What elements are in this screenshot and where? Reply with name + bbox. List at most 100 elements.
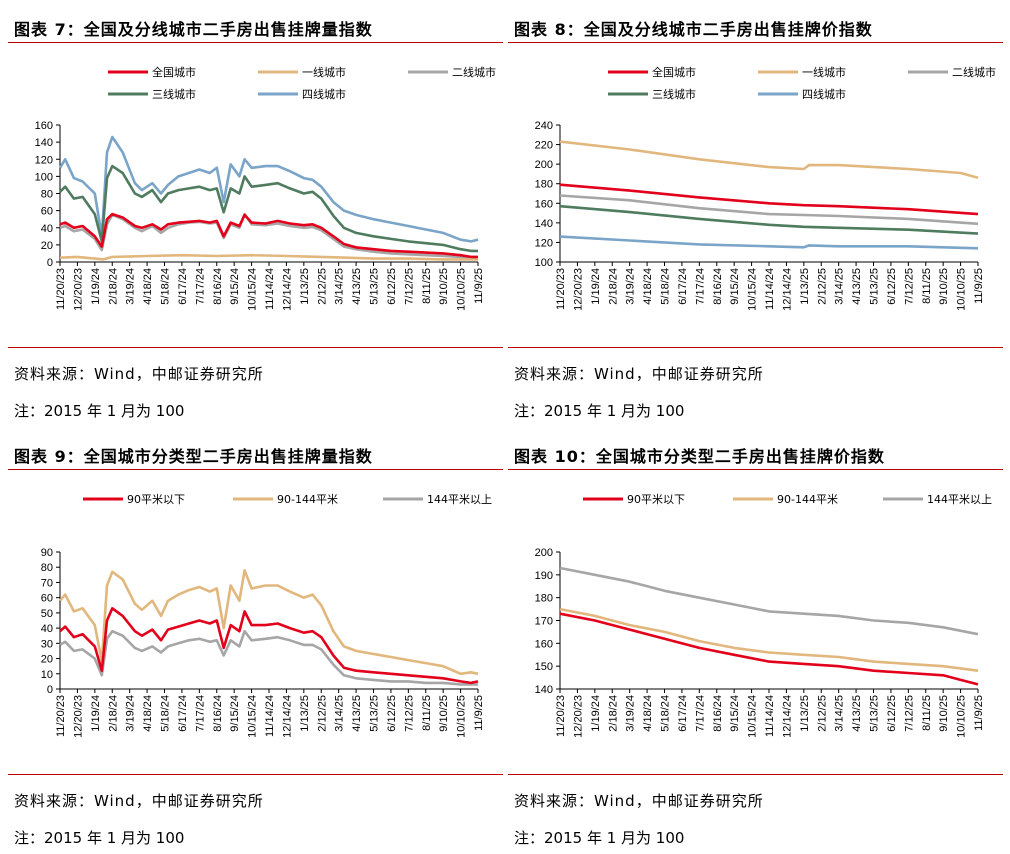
panel-title: 图表 9：全国城市分类型二手房出售挂牌量指数 (14, 447, 373, 466)
x-tick-label: 10/15/24 (247, 695, 259, 738)
source-text: 资料来源：Wind，中邮证券研究所 (514, 365, 764, 383)
y-tick-label: 220 (535, 140, 553, 152)
x-tick-label: 2/18/24 (107, 695, 119, 732)
x-tick-label: 3/14/25 (334, 268, 346, 305)
x-tick-label: 4/18/24 (142, 695, 154, 732)
x-tick-label: 10/15/24 (247, 268, 259, 311)
y-tick-label: 160 (535, 638, 553, 650)
x-tick-label: 11/14/24 (264, 268, 276, 310)
x-tick-label: 10/15/24 (747, 695, 759, 738)
legend-label: 全国城市 (652, 65, 696, 79)
x-tick-label: 8/16/24 (712, 268, 724, 305)
y-tick-label: 100 (535, 257, 553, 269)
x-tick-label: 6/17/24 (177, 268, 189, 305)
x-tick-label: 11/9/25 (973, 695, 985, 731)
y-tick-label: 200 (535, 547, 553, 559)
x-tick-label: 5/18/24 (160, 695, 172, 732)
legend-label: 90-144平米 (777, 493, 838, 506)
y-tick-label: 80 (41, 562, 53, 574)
x-tick-label: 8/11/25 (921, 695, 933, 731)
series-line (559, 183, 979, 216)
series-line (59, 164, 478, 253)
x-tick-label: 6/12/25 (386, 268, 398, 305)
x-tick-label: 4/18/24 (142, 268, 154, 305)
x-tick-label: 8/11/25 (421, 268, 433, 304)
legend-label: 一线城市 (302, 65, 346, 79)
x-tick-label: 9/10/25 (938, 695, 950, 732)
y-tick-label: 50 (41, 608, 53, 620)
x-tick-label: 1/13/25 (799, 268, 811, 305)
series-line (58, 135, 479, 243)
chart-10-svg: 90平米以下 90-144平米 144平米以上 140 150 160 170 180 190 2… (535, 493, 992, 738)
title-rule (508, 469, 1003, 470)
x-tick-label: 1/19/24 (90, 268, 102, 305)
x-tick-label: 5/13/25 (869, 695, 881, 732)
y-tick-label: 150 (535, 661, 553, 673)
x-tick-label: 3/19/24 (125, 695, 137, 732)
source-rule (508, 347, 1003, 348)
series-line (59, 629, 478, 686)
x-tick-label: 4/13/25 (851, 268, 863, 305)
y-tick-label: 20 (41, 654, 53, 666)
x-tick-label: 11/20/23 (55, 695, 67, 737)
panel-chart-7: 图表 7：全国及分线城市二手房出售挂牌量指数 全国城市 一线城市 二线城市 三线城市 四… (8, 0, 503, 427)
x-tick-label: 4/13/25 (351, 695, 363, 732)
note-text: 注：2015 年 1 月为 100 (14, 402, 185, 420)
y-tick-label: 30 (41, 638, 53, 650)
series-line (59, 253, 478, 261)
x-tick-label: 6/17/24 (677, 695, 689, 732)
x-tick-label: 5/13/25 (369, 695, 381, 732)
legend-label: 144平米以上 (927, 493, 992, 506)
x-tick-label: 5/18/24 (160, 268, 172, 305)
x-tick-label: 1/13/25 (299, 695, 311, 732)
title-rule (508, 42, 1003, 43)
y-tick-label: 60 (41, 593, 53, 605)
x-tick-label: 3/19/24 (625, 695, 637, 732)
x-tick-label: 9/10/25 (438, 268, 450, 305)
x-tick-label: 10/10/25 (956, 695, 968, 738)
x-tick-label: 2/12/25 (316, 268, 328, 305)
x-tick-label: 9/15/24 (229, 268, 241, 305)
y-tick-label: 0 (47, 684, 53, 696)
x-tick-label: 7/12/25 (403, 695, 415, 732)
x-tick-label: 11/20/23 (555, 268, 567, 310)
x-tick-label: 3/14/25 (834, 695, 846, 732)
x-tick-label: 12/20/23 (572, 268, 584, 311)
panel-chart-9: 图表 9：全国城市分类型二手房出售挂牌量指数 90平米以下 90-144平米 144… (8, 427, 503, 854)
title-rule (8, 42, 503, 43)
legend-label: 全国城市 (152, 65, 196, 79)
y-tick-label: 100 (35, 171, 53, 183)
x-tick-label: 2/18/24 (607, 695, 619, 732)
x-tick-label: 1/13/25 (799, 695, 811, 732)
x-tick-label: 3/14/25 (834, 268, 846, 305)
x-tick-label: 10/10/25 (456, 695, 468, 738)
x-tick-label: 2/12/25 (816, 695, 828, 732)
x-tick-label: 10/10/25 (456, 268, 468, 311)
panel-chart-10: 图表 10：全国城市分类型二手房出售挂牌价指数 90平米以下 90-144平米 14… (508, 427, 1003, 854)
note-text: 注：2015 年 1 月为 100 (14, 829, 185, 847)
title-rule (8, 469, 503, 470)
legend-label: 三线城市 (652, 87, 696, 101)
legend-label: 144平米以上 (427, 493, 492, 506)
y-tick-label: 40 (41, 223, 53, 235)
y-tick-label: 60 (41, 206, 53, 218)
source-text: 资料来源：Wind，中邮证券研究所 (14, 792, 264, 810)
x-tick-label: 11/9/25 (473, 695, 485, 731)
source-rule (8, 774, 503, 775)
x-tick-label: 7/17/24 (694, 268, 706, 305)
x-tick-label: 2/12/25 (816, 268, 828, 305)
panel-title: 图表 8：全国及分线城市二手房出售挂牌价指数 (514, 20, 873, 39)
legend-label: 一线城市 (802, 65, 846, 79)
x-tick-label: 11/20/23 (55, 268, 67, 310)
panel-title: 图表 7：全国及分线城市二手房出售挂牌量指数 (14, 20, 373, 39)
note-text: 注：2015 年 1 月为 100 (514, 829, 685, 847)
x-tick-label: 2/12/25 (316, 695, 328, 732)
x-tick-label: 1/19/24 (590, 695, 602, 732)
x-tick-label: 11/14/24 (764, 695, 776, 737)
x-tick-label: 12/14/24 (281, 695, 293, 738)
x-tick-label: 12/20/23 (72, 268, 84, 311)
x-tick-label: 10/15/24 (747, 268, 759, 311)
x-tick-label: 11/14/24 (264, 695, 276, 737)
series-line (559, 194, 979, 226)
